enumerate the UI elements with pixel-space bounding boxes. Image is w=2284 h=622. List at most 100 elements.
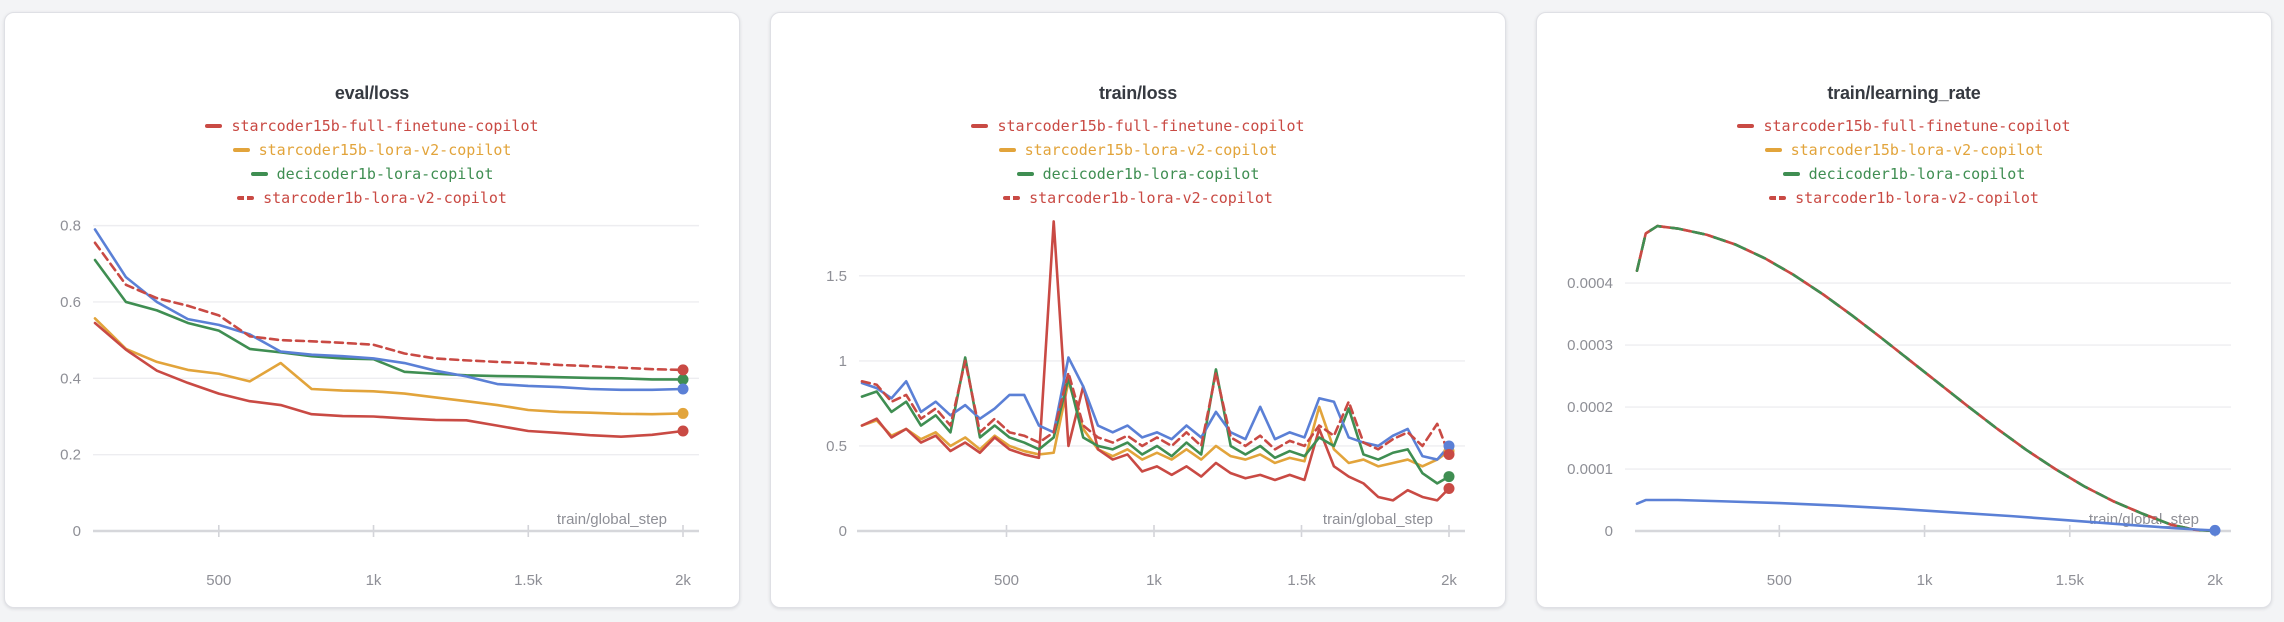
series-line[interactable] [1635, 224, 2217, 533]
x-tick-label: 500 [994, 572, 1019, 589]
line-swatch-icon [1782, 171, 1800, 177]
y-tick-label: 0 [73, 523, 81, 540]
y-tick-label: 0.8 [60, 218, 81, 235]
end-point-marker[interactable] [677, 373, 689, 385]
legend-item[interactable]: starcoder15b-lora-v2-copilot [998, 138, 1278, 162]
series-line[interactable] [860, 220, 1451, 502]
line-swatch-icon [1016, 171, 1034, 177]
legend-item[interactable]: starcoder15b-lora-v2-copilot [232, 138, 512, 162]
y-tick-label: 0.0002 [1567, 399, 1613, 416]
legend-item[interactable]: starcoder1b-lora-v2-copilot [1003, 186, 1273, 210]
y-tick-label: 1 [839, 353, 847, 370]
legend-run-name: starcoder15b-lora-v2-copilot [258, 141, 512, 159]
x-tick-label: 2k [675, 572, 691, 589]
legend-run-name: starcoder15b-full-finetune-copilot [1763, 117, 2071, 135]
x-tick-label: 1.5k [1287, 572, 1316, 589]
dashed-line-swatch-icon [1003, 195, 1021, 201]
legend-run-name: decicoder1b-lora-copilot [1808, 165, 2026, 183]
chart-title: train/loss [1098, 83, 1178, 103]
legend-run-name: starcoder15b-lora-v2-copilot [1024, 141, 1278, 159]
x-tick-label: 1k [366, 572, 382, 589]
series-line[interactable] [860, 359, 1451, 456]
chart-title: train/learning_rate [1827, 83, 1981, 103]
panel-train-loss[interactable]: train/loss starcoder15b-full-finetune-co… [770, 12, 1506, 608]
panel-train-learning-rate[interactable]: train/learning_rate starcoder15b-full-fi… [1536, 12, 2272, 608]
end-point-marker[interactable] [1443, 471, 1455, 483]
x-tick-label: 500 [1767, 572, 1792, 589]
end-point-marker[interactable] [1443, 448, 1455, 460]
legend-item[interactable]: decicoder1b-lora-copilot [1782, 162, 2026, 186]
dashed-line-swatch-icon [237, 195, 255, 201]
end-point-marker[interactable] [677, 407, 689, 419]
y-tick-label: 0.0004 [1567, 275, 1613, 292]
line-swatch-icon [971, 123, 989, 129]
y-tick-label: 0.2 [60, 447, 81, 464]
legend-item[interactable]: starcoder15b-full-finetune-copilot [971, 114, 1305, 138]
end-point-marker[interactable] [677, 364, 689, 376]
line-swatch-icon [1764, 147, 1782, 153]
x-tick-label: 500 [206, 572, 231, 589]
end-point-marker[interactable] [1443, 482, 1455, 494]
legend-run-name: decicoder1b-lora-copilot [276, 165, 494, 183]
charts-row: eval/loss starcoder15b-full-finetune-cop… [4, 12, 2278, 608]
chart-title: eval/loss [334, 83, 410, 103]
series-line[interactable] [93, 258, 685, 381]
x-tick-label: 2k [1441, 572, 1457, 589]
line-swatch-icon [205, 123, 223, 129]
x-tick-label: 1k [1146, 572, 1162, 589]
legend-run-name: starcoder1b-lora-v2-copilot [263, 189, 507, 207]
y-tick-label: 0.5 [826, 438, 847, 455]
y-tick-label: 0.0003 [1567, 337, 1613, 354]
panel-eval-loss[interactable]: eval/loss starcoder15b-full-finetune-cop… [4, 12, 740, 608]
series-line[interactable] [93, 317, 685, 416]
legend: starcoder15b-full-finetune-copilot starco… [5, 114, 739, 210]
series-line[interactable] [1635, 224, 2217, 533]
y-tick-label: 0 [1605, 523, 1613, 540]
x-axis-label: train/global_step [557, 511, 667, 528]
series-line[interactable] [93, 228, 685, 392]
legend: starcoder15b-full-finetune-copilot starco… [771, 114, 1505, 210]
legend-run-name: starcoder1b-lora-v2-copilot [1029, 189, 1273, 207]
y-tick-label: 0.0001 [1567, 461, 1613, 478]
y-tick-label: 1.5 [826, 268, 847, 285]
legend-run-name: decicoder1b-lora-copilot [1042, 165, 1260, 183]
y-tick-label: 0 [839, 523, 847, 540]
x-axis-label: train/global_step [1323, 511, 1433, 528]
x-tick-label: 2k [2207, 572, 2223, 589]
legend-item[interactable]: starcoder15b-lora-v2-copilot [1764, 138, 2044, 162]
legend-item[interactable]: starcoder1b-lora-v2-copilot [1769, 186, 2039, 210]
legend-item[interactable]: decicoder1b-lora-copilot [1016, 162, 1260, 186]
legend-item[interactable]: starcoder15b-full-finetune-copilot [1737, 114, 2071, 138]
line-chart: 0 0.5 1 1.5 500 1k 1.5k 2k train/global_step [826, 220, 1465, 589]
line-swatch-icon [1737, 123, 1755, 129]
y-tick-label: 0.4 [60, 370, 81, 387]
legend-run-name: starcoder1b-lora-v2-copilot [1795, 189, 2039, 207]
y-tick-label: 0.6 [60, 294, 81, 311]
legend-run-name: starcoder15b-lora-v2-copilot [1790, 141, 2044, 159]
series-line[interactable] [860, 380, 1451, 468]
end-point-marker[interactable] [2209, 524, 2221, 536]
x-tick-label: 1.5k [2056, 572, 2085, 589]
legend-item[interactable]: starcoder15b-full-finetune-copilot [205, 114, 539, 138]
x-tick-label: 1k [1917, 572, 1933, 589]
series-line[interactable] [860, 356, 1451, 461]
series-line[interactable] [1635, 224, 2217, 533]
end-point-marker[interactable] [1443, 440, 1455, 452]
dashed-line-swatch-icon [1769, 195, 1787, 201]
series-line[interactable] [860, 356, 1451, 485]
line-swatch-icon [998, 147, 1016, 153]
legend-run-name: starcoder15b-full-finetune-copilot [231, 117, 539, 135]
legend-item[interactable]: starcoder1b-lora-v2-copilot [237, 186, 507, 210]
line-swatch-icon [250, 171, 268, 177]
series-line[interactable] [93, 241, 685, 372]
legend: starcoder15b-full-finetune-copilot starco… [1537, 114, 2271, 210]
line-chart: 0 0.2 0.4 0.6 0.8 500 1k 1.5k 2k train/global_ste… [60, 218, 699, 589]
series-line[interactable] [93, 321, 685, 439]
legend-item[interactable]: decicoder1b-lora-copilot [250, 162, 494, 186]
line-swatch-icon [232, 147, 250, 153]
series-line[interactable] [1635, 498, 2217, 532]
end-point-marker[interactable] [677, 383, 689, 395]
end-point-marker[interactable] [677, 425, 689, 437]
legend-run-name: starcoder15b-full-finetune-copilot [997, 117, 1305, 135]
